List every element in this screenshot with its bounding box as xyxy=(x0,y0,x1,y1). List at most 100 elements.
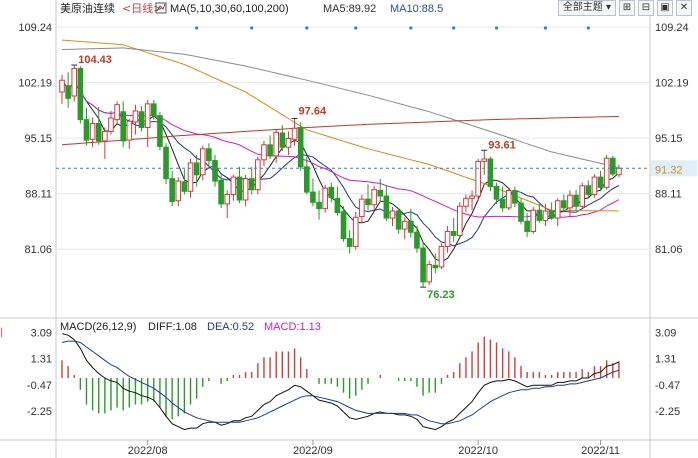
candle-body xyxy=(144,103,151,128)
candle-body xyxy=(554,200,561,219)
macd-dea-line xyxy=(61,340,620,425)
candle-body xyxy=(199,148,206,176)
candle-body xyxy=(408,220,414,233)
candle-body xyxy=(193,162,200,176)
candle-body xyxy=(475,160,481,197)
chart-mode-icon-line xyxy=(156,3,166,12)
ma-line-ma5 xyxy=(61,79,620,263)
candle-body xyxy=(444,230,451,247)
ma-line-ma60 xyxy=(61,39,619,212)
candle-body xyxy=(524,220,530,232)
candle-body xyxy=(175,180,182,202)
chart-title: 美原油连续 xyxy=(60,1,115,15)
candle-body xyxy=(377,190,384,197)
candle-body xyxy=(561,200,567,209)
macd-title: MACD(26,12,9) xyxy=(60,321,136,333)
macd-tick-right: -2.25 xyxy=(655,406,680,418)
annotation-high-93: 93.61 xyxy=(488,139,516,151)
candle-body xyxy=(536,209,543,221)
candle-body xyxy=(89,123,96,140)
macd-tick-left: 1.31 xyxy=(31,354,52,366)
candle-body xyxy=(236,176,243,201)
candle-body xyxy=(334,197,341,214)
price-tick-right: 95.15 xyxy=(655,133,683,145)
candle-body xyxy=(512,190,518,204)
time-tick-label: 2022/08 xyxy=(128,445,168,457)
signal-dot xyxy=(543,26,548,30)
ma-indicator-label: MA(5,10,30,60,100,200) xyxy=(170,3,289,15)
macd-value-label: MACD:1.13 xyxy=(264,321,321,333)
candle-body xyxy=(279,132,286,148)
candle-body xyxy=(438,245,445,268)
window-icon[interactable]: ▣ xyxy=(657,0,673,16)
price-tick-right: 102.19 xyxy=(655,78,689,90)
macd-tick-right: 1.31 xyxy=(655,354,676,366)
candle-body xyxy=(340,211,347,240)
candle-body xyxy=(304,166,310,193)
time-tick-label: 2022/11 xyxy=(581,445,620,457)
candle-body xyxy=(132,110,139,123)
current-price-tag: 91.32 xyxy=(655,164,683,176)
price-tick-left: 95.15 xyxy=(24,133,52,145)
candle-body xyxy=(573,194,579,207)
candle-body xyxy=(530,209,537,232)
candle-body xyxy=(242,178,249,201)
candle-body xyxy=(365,198,371,206)
ma-line-ma200 xyxy=(61,116,619,146)
candle-body xyxy=(401,220,408,230)
candle-body xyxy=(328,186,335,199)
candle-body xyxy=(59,79,65,93)
candle-body xyxy=(567,194,573,209)
candle-body xyxy=(114,104,120,121)
ma10-value: MA10:88.5 xyxy=(390,3,443,15)
candle-body xyxy=(414,231,420,249)
price-tick-left: 109.24 xyxy=(18,22,52,34)
grid-alt-icon[interactable]: ⊟ xyxy=(638,0,654,16)
signal-dot xyxy=(409,26,413,30)
macd-tick-left: -2.25 xyxy=(27,406,52,418)
macd-diff-label: DIFF:1.08 xyxy=(148,321,197,333)
close-icon[interactable]: ✕ xyxy=(676,0,692,16)
candle-body xyxy=(218,179,224,205)
theme-dropdown[interactable]: 全部主题 ▾ xyxy=(557,0,616,16)
candle-body xyxy=(169,178,175,203)
candle-body xyxy=(95,123,102,142)
price-tick-left: 81.06 xyxy=(24,244,52,256)
annotation-low-76: 76.23 xyxy=(427,289,455,301)
candle-body xyxy=(371,189,377,206)
candle-body xyxy=(138,111,145,128)
candle-body xyxy=(585,185,592,195)
dropdown-arrow-icon: ▾ xyxy=(605,2,611,13)
macd-tick-right: 3.09 xyxy=(655,327,676,339)
candle-body xyxy=(248,178,255,191)
macd-tick-right: -0.47 xyxy=(655,380,680,392)
candle-body xyxy=(212,160,218,182)
candle-body xyxy=(71,67,78,97)
candle-body xyxy=(255,159,261,191)
candle-body xyxy=(548,210,555,219)
ma-line-ma10 xyxy=(61,79,620,247)
candle-body xyxy=(579,185,586,207)
price-tick-right: 109.24 xyxy=(655,22,689,34)
price-tick-left: 102.19 xyxy=(18,78,52,90)
candle-body xyxy=(383,195,390,219)
ma-line-ma30 xyxy=(61,79,620,218)
candle-body xyxy=(450,230,457,236)
candle-body xyxy=(542,210,549,221)
signal-dot xyxy=(586,26,590,30)
candle-body xyxy=(493,186,500,200)
price-tick-right: 88.11 xyxy=(655,189,682,201)
price-tick-right: 81.06 xyxy=(655,244,683,256)
candle-body xyxy=(120,111,127,142)
ma5-value: MA5:89.92 xyxy=(323,3,376,15)
candle-body xyxy=(616,167,622,176)
chart-period: <日线> xyxy=(122,1,162,15)
signal-dot xyxy=(250,26,254,30)
candle-body xyxy=(108,117,114,132)
candle-body xyxy=(297,126,304,168)
grid-icon[interactable]: ⊞ xyxy=(619,0,635,16)
candle-body xyxy=(469,195,475,199)
candle-body xyxy=(463,197,469,207)
candle-body xyxy=(505,190,512,209)
candle-body xyxy=(163,146,169,180)
